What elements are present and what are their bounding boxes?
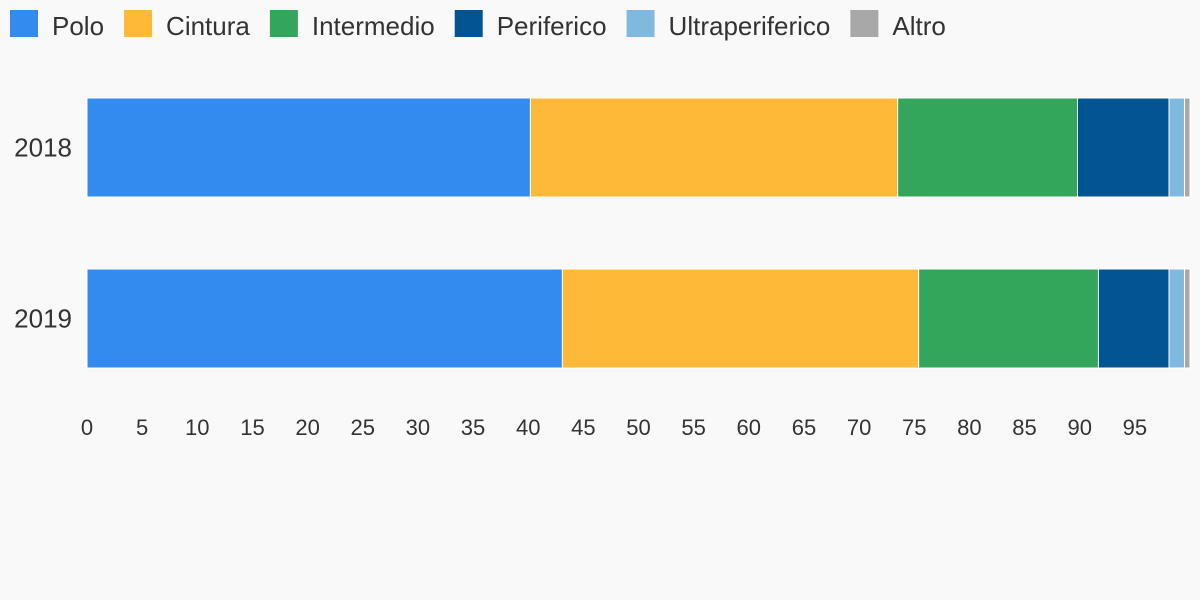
legend-label-ultraperiferico: Ultraperiferico (669, 11, 831, 41)
x-tick-label-25: 25 (351, 415, 375, 440)
x-tick-label-40: 40 (516, 415, 540, 440)
bar-ultraperiferico-2018 (1168, 97, 1185, 198)
x-tick-label-35: 35 (461, 415, 485, 440)
legend-label-polo: Polo (52, 11, 104, 41)
legend-label-intermedio: Intermedio (312, 11, 435, 41)
bar-polo-2018 (86, 97, 531, 198)
x-tick-label-80: 80 (957, 415, 981, 440)
x-tick-label-95: 95 (1123, 415, 1147, 440)
legend-swatch-periferico (454, 10, 483, 37)
bar-polo-2019 (86, 268, 563, 369)
legend-swatch-cintura (124, 10, 153, 37)
legend-label-cintura: Cintura (166, 11, 250, 41)
legend-label-altro: Altro (892, 11, 945, 41)
legend-label-periferico: Periferico (497, 11, 607, 41)
legend-swatch-ultraperiferico (626, 10, 655, 37)
bar-intermedio-2019 (918, 268, 1099, 369)
bar-altro-2019 (1183, 268, 1191, 369)
x-tick-label-65: 65 (792, 415, 816, 440)
category-label-2019: 2019 (14, 304, 72, 334)
bar-cintura-2018 (529, 97, 899, 198)
x-axis-ticks: 0 5 10 15 20 25 30 35 40 45 50 55 60 65 70 75 80 85 90 95 (81, 415, 1147, 440)
bar-periferico-2018 (1076, 97, 1170, 198)
legend-swatch-altro (850, 10, 879, 37)
x-tick-label-20: 20 (295, 415, 319, 440)
bar-ultraperiferico-2019 (1168, 268, 1185, 369)
x-tick-label-30: 30 (406, 415, 430, 440)
x-tick-label-55: 55 (681, 415, 705, 440)
x-tick-label-10: 10 (185, 415, 209, 440)
x-tick-label-15: 15 (240, 415, 264, 440)
x-tick-label-5: 5 (136, 415, 148, 440)
bars (86, 97, 1191, 369)
x-tick-label-90: 90 (1067, 415, 1091, 440)
x-tick-label-0: 0 (81, 415, 93, 440)
x-tick-label-45: 45 (571, 415, 595, 440)
x-tick-label-50: 50 (626, 415, 650, 440)
bar-altro-2018 (1183, 97, 1191, 198)
bar-cintura-2019 (561, 268, 920, 369)
bar-periferico-2019 (1097, 268, 1170, 369)
x-tick-label-70: 70 (847, 415, 871, 440)
x-tick-label-75: 75 (902, 415, 926, 440)
legend-swatch-intermedio (269, 10, 298, 37)
bar-intermedio-2018 (897, 97, 1078, 198)
category-label-2018: 2018 (14, 133, 72, 163)
legend-swatch-polo (10, 10, 38, 37)
category-labels: 2018 2019 (14, 133, 72, 334)
x-tick-label-85: 85 (1012, 415, 1036, 440)
x-tick-label-60: 60 (737, 415, 761, 440)
legend: Polo Cintura Intermedio Periferico Ultraperi… (10, 10, 946, 41)
